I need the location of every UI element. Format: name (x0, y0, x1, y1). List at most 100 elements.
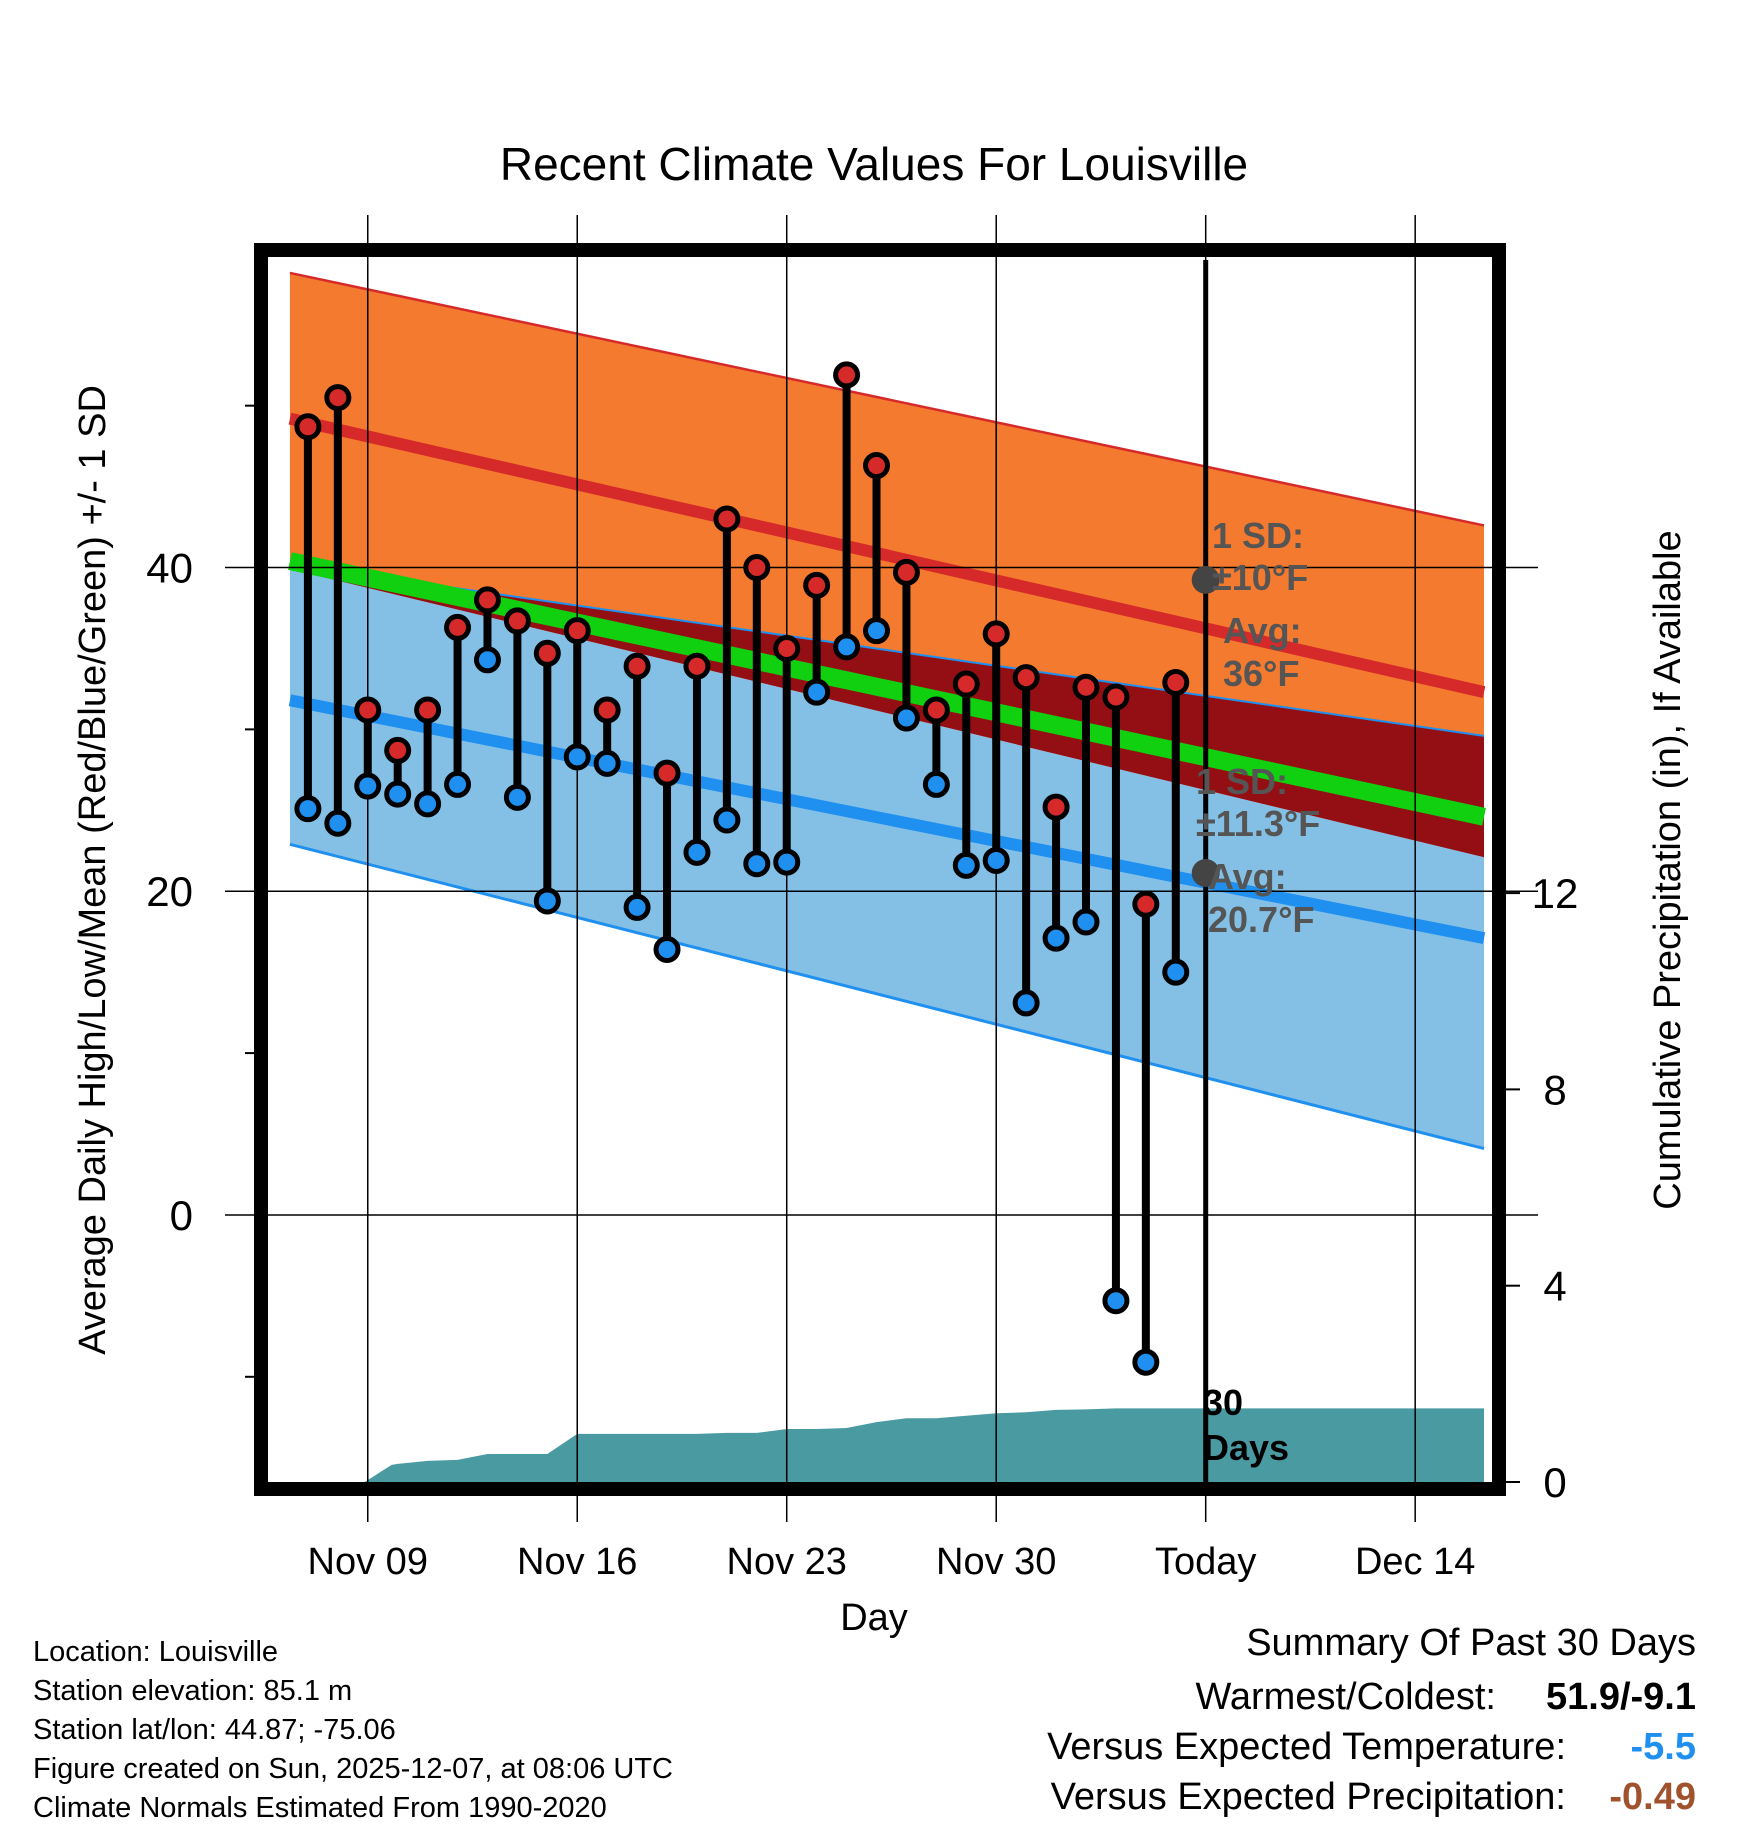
obs-high-marker (294, 413, 322, 441)
obs-low-marker (444, 770, 472, 798)
low-avg-label: Avg: (1208, 856, 1287, 897)
obs-low-marker (1102, 1287, 1130, 1315)
obs-high-marker (1102, 683, 1130, 711)
obs-low-marker (803, 678, 831, 706)
summary-temp-value: -5.5 (1630, 1726, 1696, 1768)
high-mean-line (288, 412, 1486, 698)
y-tick-label: 40 (146, 545, 193, 592)
obs-high-marker (892, 558, 920, 586)
plot-frame (254, 243, 1506, 1496)
x-tick-label: Nov 09 (308, 1541, 428, 1583)
y2-tick-label: 8 (1543, 1066, 1566, 1113)
low-sd-label: 1 SD: (1196, 761, 1288, 802)
summary-precip-value: -0.49 (1609, 1776, 1696, 1818)
obs-high-marker (533, 639, 561, 667)
obs-low-marker (1012, 989, 1040, 1017)
meta-latlon: Station lat/lon: 44.87; -75.06 (33, 1714, 396, 1746)
obs-high-marker (1132, 890, 1160, 918)
meta-normals: Climate Normals Estimated From 1990-2020 (33, 1792, 607, 1824)
obs-low-marker (713, 806, 741, 834)
low-avg-dot (1191, 859, 1220, 888)
obs-high-marker (593, 696, 621, 724)
obs-low-marker (533, 887, 561, 915)
obs-high-marker (863, 452, 891, 480)
obs-high-marker (503, 607, 531, 635)
obs-high-marker (773, 634, 801, 662)
band-edge-high-upper (289, 271, 1485, 527)
obs-low-marker (833, 633, 861, 661)
obs-high-marker (743, 554, 771, 582)
high-sd-value: ±10°F (1212, 557, 1308, 598)
x-tick-label: Nov 23 (727, 1541, 847, 1583)
high-avg-value: 36°F (1223, 653, 1299, 694)
obs-low-marker (324, 809, 352, 837)
obs-high-marker (473, 586, 501, 614)
obs-high-marker (683, 652, 711, 680)
obs-high-marker (384, 736, 412, 764)
low-sd-band (289, 569, 1485, 1149)
x-tick-label: Nov 30 (936, 1541, 1056, 1583)
high-avg-label: Avg: (1223, 610, 1302, 651)
x-tick-label: Dec 14 (1355, 1541, 1475, 1583)
obs-low-marker (1162, 958, 1190, 986)
obs-low-marker (623, 893, 651, 921)
band-edge-low-lower (289, 842, 1485, 1151)
obs-low-marker (653, 935, 681, 963)
obs-low-marker (952, 851, 980, 879)
obs-low-marker (1072, 908, 1100, 936)
obs-high-marker (414, 696, 442, 724)
obs-low-marker (863, 617, 891, 645)
obs-low-marker (593, 749, 621, 777)
axes: 0 20 40 0 4 8 12 Nov 09 Nov 16 Nov 23 Nov 30 Today D… (146, 404, 1579, 1583)
summary-temp-label: Versus Expected Temperature: (1047, 1726, 1566, 1768)
obs-high-marker (653, 759, 681, 787)
y2-tick-label: 4 (1543, 1263, 1566, 1310)
low-sd-value: ±11.3°F (1196, 803, 1320, 844)
obs-high-marker (563, 617, 591, 645)
obs-low-marker (743, 850, 771, 878)
obs-low-marker (683, 838, 711, 866)
obs-low-marker (892, 704, 920, 732)
y-tick-label: 0 (170, 1192, 193, 1239)
x-tick-label: Today (1155, 1541, 1256, 1583)
summary-warm-cold-label: Warmest/Coldest: (1195, 1676, 1496, 1718)
low-mean-line (288, 694, 1486, 945)
precip-area (310, 1408, 1485, 1482)
obs-high-marker (1042, 793, 1070, 821)
plot-area (288, 271, 1486, 1482)
obs-low-marker (1132, 1348, 1160, 1376)
x-axis-label: Day (840, 1597, 908, 1639)
obs-low-marker (354, 772, 382, 800)
obs-high-marker (1162, 668, 1190, 696)
obs-high-marker (354, 696, 382, 724)
y-tick-label: 20 (146, 868, 193, 915)
obs-high-marker (324, 384, 352, 412)
obs-low-marker (384, 780, 412, 808)
summary-warm-cold-value: 51.9/-9.1 (1546, 1676, 1696, 1718)
x-tick-label: Nov 16 (517, 1541, 637, 1583)
meta-location: Location: Louisville (33, 1636, 279, 1668)
obs-high-marker (623, 652, 651, 680)
chart-title: Recent Climate Values For Louisville (500, 138, 1248, 190)
summary-precip-label: Versus Expected Precipitation: (1050, 1776, 1566, 1818)
obs-low-marker (473, 646, 501, 674)
obs-high-marker (803, 571, 831, 599)
obs-high-marker (713, 505, 741, 533)
meta-elevation: Station elevation: 85.1 m (33, 1675, 353, 1707)
obs-low-marker (563, 743, 591, 771)
obs-high-marker (833, 361, 861, 389)
obs-low-marker (773, 848, 801, 876)
obs-low-marker (294, 795, 322, 823)
obs-low-marker (982, 846, 1010, 874)
y2-axis-label: Cumulative Precipitation (in), If Availa… (1647, 530, 1689, 1209)
summary-title: Summary Of Past 30 Days (1246, 1622, 1696, 1664)
y2-tick-label: 12 (1532, 870, 1579, 917)
window-number: 30 (1203, 1382, 1243, 1423)
obs-high-marker (952, 670, 980, 698)
obs-low-marker (414, 790, 442, 818)
obs-high-marker (444, 613, 472, 641)
obs-high-marker (1012, 664, 1040, 692)
obs-high-marker (982, 620, 1010, 648)
